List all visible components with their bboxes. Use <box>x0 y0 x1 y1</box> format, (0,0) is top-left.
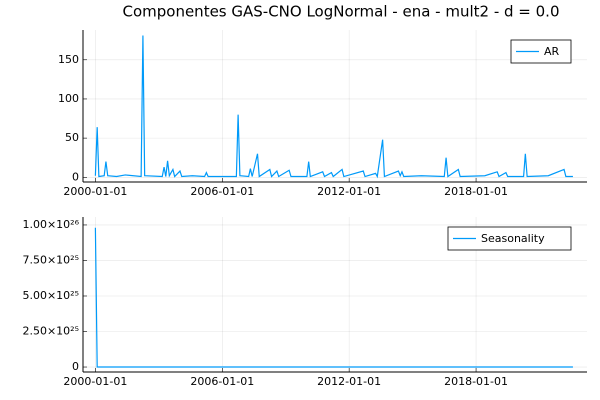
x-tick-label: 2000-01-01 <box>63 375 127 388</box>
x-tick-label: 2018-01-01 <box>444 375 508 388</box>
y-tick-label: 50 <box>65 131 79 144</box>
y-tick-label: 1.00×10²⁶ <box>22 218 79 231</box>
x-tick-label: 2006-01-01 <box>190 185 254 198</box>
legend-label: Seasonality <box>481 232 545 245</box>
y-tick-label: 0 <box>72 360 79 373</box>
legend-label: AR <box>544 45 560 58</box>
x-tick-label: 2012-01-01 <box>317 185 381 198</box>
x-tick-label: 2018-01-01 <box>444 185 508 198</box>
y-tick-label: 100 <box>58 92 79 105</box>
legend-box <box>510 39 572 64</box>
chart-title: Componentes GAS-CNO LogNormal - ena - mu… <box>122 3 559 21</box>
y-tick-label: 0 <box>72 170 79 183</box>
legend-box <box>447 226 572 251</box>
y-tick-label: 7.50×10²⁵ <box>22 253 79 266</box>
y-tick-label: 5.00×10²⁵ <box>22 289 79 302</box>
series-line <box>94 227 573 368</box>
x-tick-label: 2012-01-01 <box>317 375 381 388</box>
y-tick-label: 2.50×10²⁵ <box>22 325 79 338</box>
y-tick-label: 150 <box>58 53 79 66</box>
x-tick-label: 2000-01-01 <box>63 185 127 198</box>
x-tick-label: 2006-01-01 <box>190 375 254 388</box>
series-line <box>94 35 573 179</box>
